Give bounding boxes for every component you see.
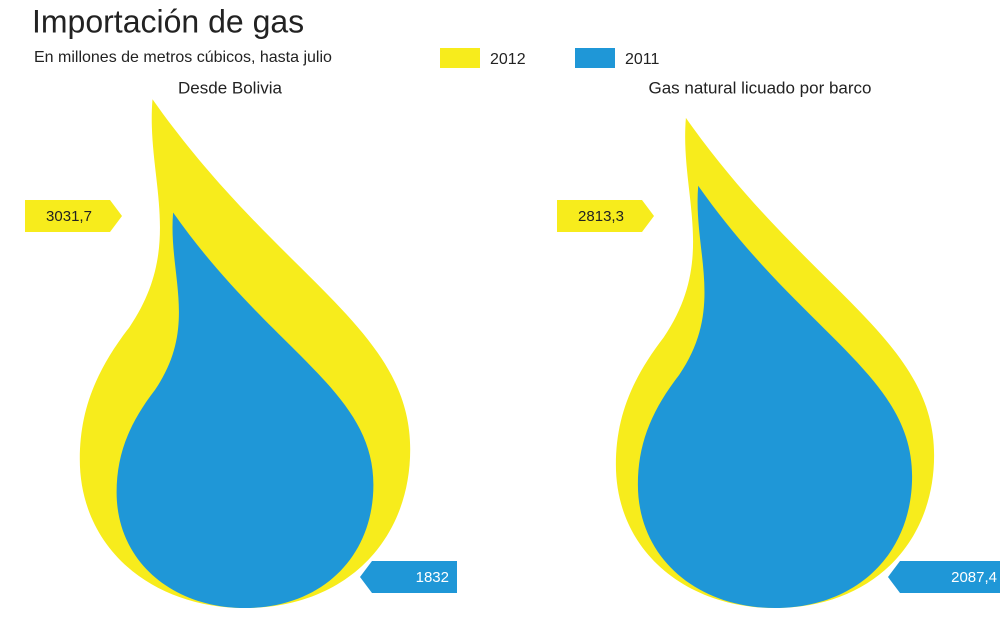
value-label: 2087,4 xyxy=(951,569,997,586)
legend-swatch xyxy=(440,48,480,68)
value-tag xyxy=(557,200,654,232)
legend-label: 2011 xyxy=(625,51,660,68)
value-tag xyxy=(25,200,122,232)
value-label: 2813,3 xyxy=(578,208,624,225)
legend-label: 2012 xyxy=(490,51,526,68)
chart-subtitle: En millones de metros cúbicos, hasta jul… xyxy=(34,49,332,66)
chart-title: Importación de gas xyxy=(32,3,304,39)
value-label: 1832 xyxy=(416,569,449,586)
flame xyxy=(637,185,913,609)
value-tag xyxy=(888,561,1000,593)
flame xyxy=(116,212,374,608)
value-label: 3031,7 xyxy=(46,208,92,225)
category-label: Desde Bolivia xyxy=(178,78,282,97)
value-tag xyxy=(360,561,457,593)
category-label: Gas natural licuado por barco xyxy=(648,78,871,97)
legend-swatch xyxy=(575,48,615,68)
